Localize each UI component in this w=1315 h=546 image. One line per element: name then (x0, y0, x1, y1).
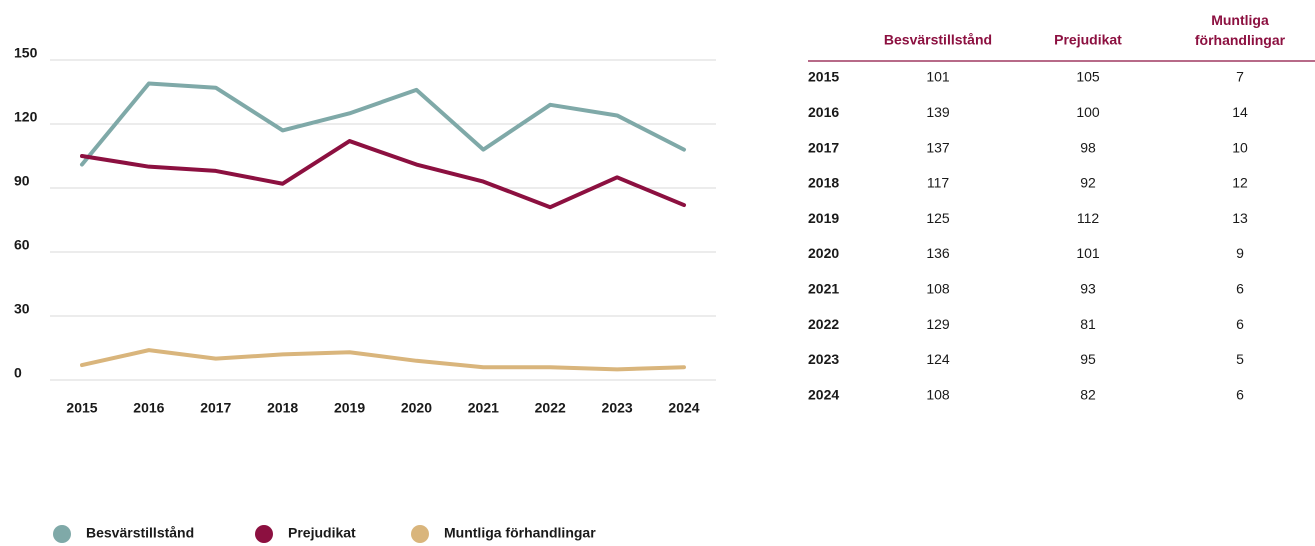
table-cell: 81 (1080, 316, 1096, 332)
table-cell: 98 (1080, 139, 1096, 155)
table-cell: 93 (1080, 281, 1096, 297)
legend-marker (411, 525, 429, 543)
table-year: 2020 (808, 245, 839, 261)
table-header: Muntliga förhandlingar (1195, 12, 1286, 48)
table-cell: 139 (926, 104, 950, 120)
table-year: 2016 (808, 104, 839, 120)
table-year: 2017 (808, 139, 839, 155)
x-tick-label: 2015 (66, 400, 97, 416)
table-cell: 13 (1232, 210, 1248, 226)
table-cell: 129 (926, 316, 950, 332)
y-tick-label: 90 (14, 173, 30, 189)
table-cell: 137 (926, 139, 950, 155)
table-year: 2018 (808, 175, 839, 191)
table-cell: 117 (927, 175, 950, 191)
table-cell: 6 (1236, 281, 1244, 297)
y-tick-label: 150 (14, 45, 38, 61)
table-year: 2015 (808, 69, 839, 85)
y-tick-label: 60 (14, 237, 30, 253)
x-tick-label: 2024 (668, 400, 699, 416)
table-cell: 108 (926, 386, 950, 402)
table-cell: 92 (1080, 175, 1096, 191)
table-cell: 125 (926, 210, 950, 226)
legend-label: Prejudikat (288, 525, 356, 541)
x-tick-label: 2016 (133, 400, 164, 416)
table-cell: 7 (1236, 69, 1244, 85)
legend-marker (255, 525, 273, 543)
legend-label: Muntliga förhandlingar (444, 525, 596, 541)
legend-marker (53, 525, 71, 543)
table-cell: 101 (1076, 245, 1100, 261)
table-cell: 105 (1076, 69, 1100, 85)
table-year: 2023 (808, 351, 839, 367)
x-tick-label: 2021 (468, 400, 499, 416)
table-cell: 5 (1236, 351, 1244, 367)
x-tick-label: 2017 (200, 400, 231, 416)
table-cell: 112 (1077, 210, 1100, 226)
table-cell: 9 (1236, 245, 1244, 261)
table-header: Prejudikat (1054, 32, 1122, 48)
table-cell: 6 (1236, 316, 1244, 332)
table-cell: 108 (926, 281, 950, 297)
table-year: 2021 (808, 281, 839, 297)
x-tick-label: 2018 (267, 400, 298, 416)
x-tick-label: 2020 (401, 400, 432, 416)
table-cell: 6 (1236, 386, 1244, 402)
x-tick-label: 2023 (602, 400, 633, 416)
table-year: 2022 (808, 316, 839, 332)
table-cell: 124 (926, 351, 950, 367)
x-tick-label: 2019 (334, 400, 365, 416)
y-tick-label: 30 (14, 301, 30, 317)
x-tick-label: 2022 (535, 400, 566, 416)
table-cell: 12 (1232, 175, 1248, 191)
table-cell: 10 (1232, 139, 1248, 155)
table-cell: 95 (1080, 351, 1096, 367)
y-tick-label: 0 (14, 365, 22, 381)
legend-label: Besvärstillstånd (86, 525, 194, 541)
line (80, 139, 686, 210)
y-tick-label: 120 (14, 109, 38, 125)
table-cell: 101 (926, 69, 950, 85)
table-year: 2024 (808, 386, 839, 402)
table-year: 2019 (808, 210, 839, 226)
table-cell: 100 (1076, 104, 1100, 120)
line (80, 81, 686, 167)
table-cell: 14 (1232, 104, 1248, 120)
line (80, 348, 686, 372)
table-cell: 136 (926, 245, 950, 261)
table-header: Besvärstillstånd (884, 32, 992, 48)
table-cell: 82 (1080, 386, 1096, 402)
